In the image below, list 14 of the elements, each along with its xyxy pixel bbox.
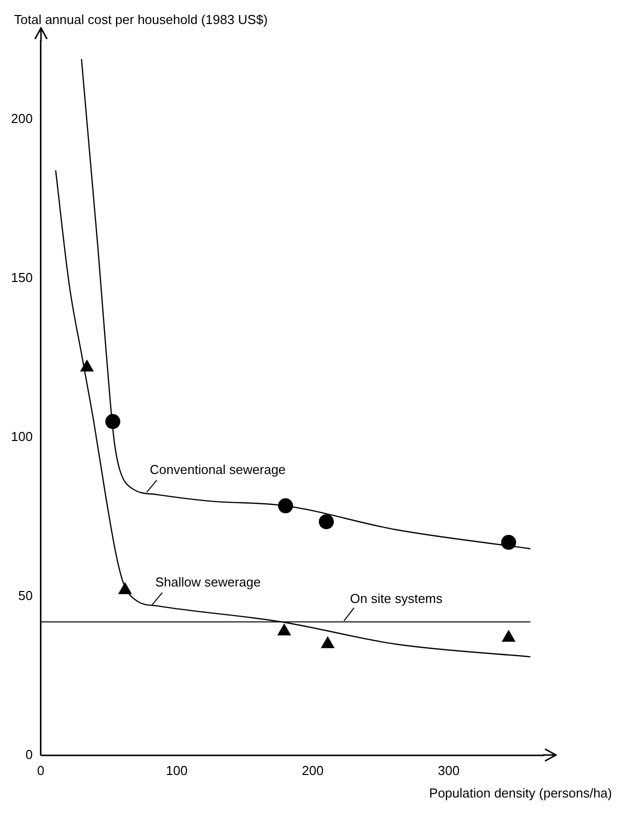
y-axis-title: Total annual cost per household (1983 US$) [14, 12, 268, 27]
y-tick-label: 150 [10, 270, 33, 286]
x-tick-label: 300 [438, 762, 460, 778]
y-tick-label: 50 [18, 588, 33, 603]
x-tick-label: 200 [302, 762, 324, 778]
x-tick-label: 100 [166, 762, 188, 778]
y-tick-label: 0 [25, 746, 33, 762]
x-tick-label: 0 [37, 762, 44, 778]
annotation: Conventional sewerage [150, 462, 286, 478]
ref-line-label: On site systems [350, 590, 444, 606]
x-axis-title: Population density (persons/ha) [429, 785, 612, 800]
y-tick-label: 200 [10, 111, 33, 126]
y-tick-label: 100 [10, 429, 33, 444]
annotation: Shallow sewerage [155, 574, 261, 590]
